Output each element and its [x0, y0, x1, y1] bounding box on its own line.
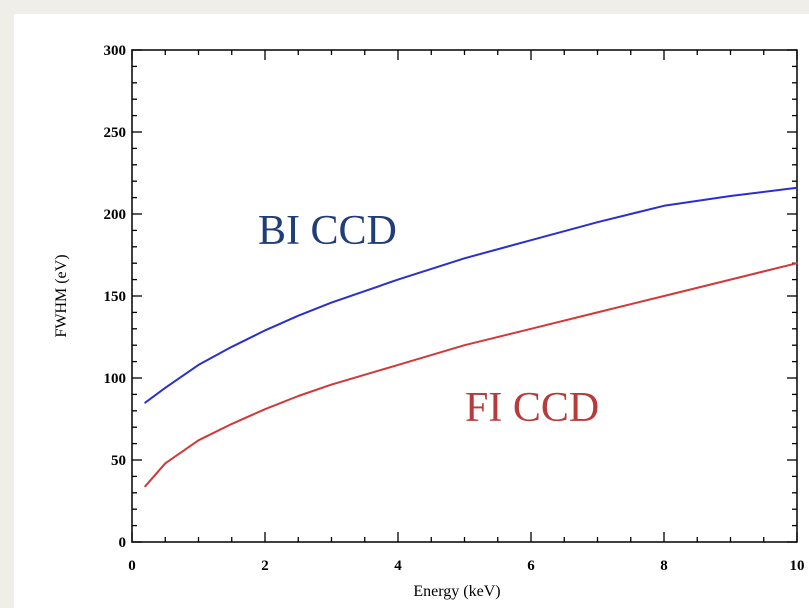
- y-tick-label: 50: [111, 453, 126, 469]
- axis-ticks: [131, 49, 798, 543]
- y-axis-title: FWHM (eV): [53, 254, 70, 337]
- series-label-bi-ccd: BI CCD: [258, 208, 397, 254]
- x-tick-label: 8: [660, 558, 668, 574]
- series-label-fi-ccd: FI CCD: [465, 385, 599, 431]
- y-tick-label: 250: [104, 125, 127, 141]
- x-tick-label: 6: [527, 558, 535, 574]
- y-tick-label: 100: [104, 371, 127, 387]
- y-tick-label: 200: [104, 207, 127, 223]
- x-axis-title: Energy (keV): [413, 583, 500, 600]
- series-line-bi-ccd: [144, 186, 798, 404]
- x-tick-label: 0: [128, 558, 136, 574]
- y-tick-label: 150: [104, 289, 127, 305]
- chart-frame: 0 2 4 6 8 10 0 50 100 150 200 250 300 Energy (keV) F…: [14, 14, 809, 608]
- y-tick-label: 300: [104, 43, 127, 59]
- series-line-fi-ccd: [144, 262, 798, 488]
- series-lines: [144, 186, 798, 488]
- x-tick-label: 4: [394, 558, 402, 574]
- x-tick-label: 2: [261, 558, 269, 574]
- x-tick-label: 10: [790, 558, 805, 574]
- plot-area-border: [131, 49, 798, 543]
- y-tick-label: 0: [119, 535, 127, 551]
